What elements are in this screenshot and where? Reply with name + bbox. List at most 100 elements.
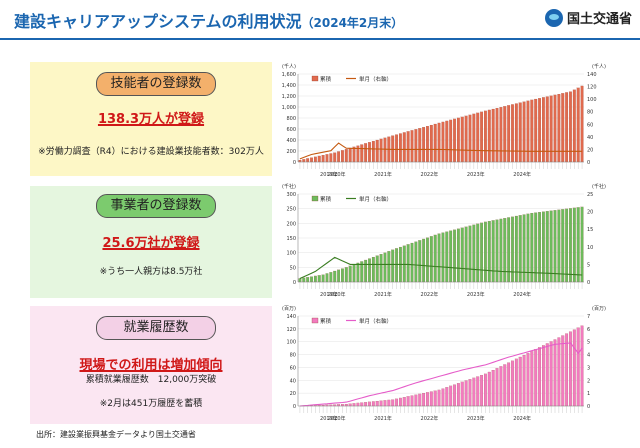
cumulative-bar [472,224,476,283]
cumulative-bar [418,128,422,163]
cumulative-bar [426,392,429,407]
cumulative-bar [576,327,580,407]
y-tick-right: 20 [587,147,593,153]
year-label: 2022年 [421,415,439,422]
cumulative-bar [545,343,549,407]
cumulative-bar [341,150,344,163]
cumulative-bar [553,210,557,283]
year-label: 2020年 [328,291,346,298]
cumulative-bar [329,272,333,283]
cumulative-bar [491,370,495,407]
cumulative-bar [433,234,437,283]
cumulative-bar [476,223,480,283]
legend-swatch-cumulative [311,317,319,324]
cumulative-bar [507,362,511,407]
cumulative-bar [298,278,302,283]
cumulative-bar [472,113,476,163]
y-tick-right: 7 [587,314,590,320]
cumulative-bar [302,159,306,163]
cumulative-bar [426,237,429,283]
y-tick-left: 800 [286,116,296,122]
cumulative-bar [518,356,522,407]
cumulative-bar [561,209,565,283]
y-tick-left: 400 [286,138,296,144]
cumulative-bar [534,212,538,283]
legend-cumulative: 累積 [320,75,332,83]
cumulative-bar [433,123,437,163]
y-tick-right: 0 [587,160,590,166]
cumulative-bar [433,390,437,407]
y-tick-left: 40 [290,378,296,384]
cumulative-bar [410,242,414,283]
cumulative-bar [348,147,352,163]
cumulative-bar [418,240,422,283]
y-tick-left: 300 [286,192,296,198]
cumulative-bar [406,244,410,283]
cumulative-bar [526,353,530,407]
cumulative-bar [375,255,379,283]
right-unit-label: (千人) [592,63,606,70]
y-tick-left: 50 [290,265,296,271]
cumulative-bar [429,391,433,407]
page-subtitle: （2024年2月末） [301,16,404,30]
history-chart: (百万) (百万) 0 20 40 60 80 100 120 140 0 1 2 3 4 5 6 7 2019年 2… [278,302,618,436]
cumulative-bar [499,107,503,163]
cumulative-bar [383,137,387,163]
cumulative-bar [557,209,561,283]
cumulative-bar [317,275,321,283]
cumulative-bar [352,146,356,163]
cumulative-bar [364,259,368,283]
monthly-line [299,342,583,407]
workers-pill: 技能者の登録数 [96,72,216,96]
cumulative-bar [356,402,360,407]
y-tick-left: 0 [293,280,296,286]
cumulative-bar [418,393,422,407]
cumulative-bar [468,379,472,407]
cumulative-bar [522,101,526,163]
year-label: 2024年 [513,291,531,298]
cumulative-bar [522,355,526,407]
y-tick-left: 60 [290,365,296,371]
cumulative-bar [379,400,383,407]
y-tick-left: 120 [286,327,296,333]
legend-cumulative: 累積 [320,317,332,325]
y-tick-left: 600 [286,127,296,133]
cumulative-bar [476,112,480,163]
cumulative-bar [414,129,418,163]
cumulative-bar [306,277,310,283]
cumulative-bar [445,231,449,283]
cumulative-bar [511,360,514,407]
companies-headline: 25.6万社が登録 [102,236,200,251]
cumulative-bar [557,337,561,407]
cumulative-bar [337,269,341,283]
cumulative-bar [514,103,518,163]
y-tick-right: 60 [587,122,593,128]
left-unit-label: (千人) [282,63,296,70]
cumulative-bar [549,341,553,407]
cumulative-bar [484,221,487,283]
cumulative-bar [437,389,441,407]
cumulative-bar [375,139,379,163]
cumulative-bar [480,111,484,163]
cumulative-bar [468,114,472,163]
source-note: 出所：建設業振興基金データより国土交通省 [36,430,196,439]
y-tick-right: 4 [587,353,590,359]
cumulative-bar [453,229,456,283]
left-unit-label: (百万) [282,306,296,312]
cumulative-bar [565,333,569,407]
y-tick-left: 80 [290,353,296,359]
cumulative-bar [464,226,468,283]
cumulative-bar [344,267,348,283]
y-tick-left: 200 [286,149,296,155]
y-tick-left: 250 [286,207,296,213]
year-label: 2022年 [421,291,439,298]
y-tick-right: 6 [587,327,590,333]
workers-panel: 技能者の登録数 138.3万人が登録 ※労働力調査（R4）における建設業技能者数… [30,62,272,176]
cumulative-bar [487,221,491,283]
cumulative-bar [333,270,337,283]
cumulative-bar [429,124,433,163]
cumulative-bar [580,325,584,407]
cumulative-bar [541,345,545,407]
workers-chart-svg: (千人) (千人)02004006008001,0001,2001,4001,60… [282,63,606,178]
cumulative-bar [402,132,406,163]
